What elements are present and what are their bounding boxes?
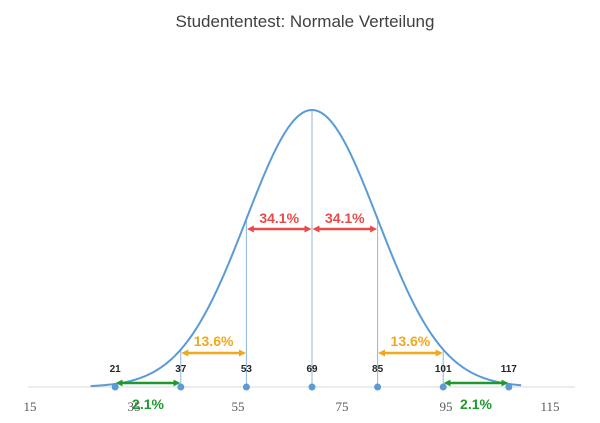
point-label: 37 xyxy=(175,364,187,375)
annotation-arrows: 34.1% 34.1% 13.6% 13.6% 2.1% 2.1% xyxy=(115,210,509,412)
x-tick-label: 95 xyxy=(440,399,453,414)
percent-label: 2.1% xyxy=(132,396,164,412)
point-label: 85 xyxy=(372,364,384,375)
percent-label: 13.6% xyxy=(194,333,234,349)
curve-layer xyxy=(90,109,522,388)
marker-point xyxy=(308,383,316,391)
distribution-curve xyxy=(90,109,522,388)
percent-label: 34.1% xyxy=(325,210,365,226)
chart-title: Studententest: Normale Verteilung xyxy=(176,12,435,31)
x-tick-labels: 15 35 55 75 95 115 xyxy=(24,399,560,414)
point-label: 21 xyxy=(110,364,122,375)
marker-point xyxy=(242,383,250,391)
point-label: 117 xyxy=(501,364,518,375)
marker-point xyxy=(439,383,447,391)
marker-point xyxy=(505,383,513,391)
percent-label: 34.1% xyxy=(259,210,299,226)
x-tick-label: 115 xyxy=(540,399,559,414)
x-tick-label: 15 xyxy=(24,399,37,414)
point-label: 101 xyxy=(435,364,452,375)
point-label: 69 xyxy=(306,364,318,375)
x-tick-label: 55 xyxy=(232,399,245,414)
marker-point xyxy=(177,383,185,391)
marker-point xyxy=(111,383,119,391)
marker-point xyxy=(374,383,382,391)
guide-lines xyxy=(180,110,444,387)
percent-label: 13.6% xyxy=(391,333,431,349)
marker-points: 21 37 53 69 85 101 117 xyxy=(110,364,518,391)
x-tick-label: 35 xyxy=(128,399,141,414)
x-tick-label: 75 xyxy=(336,399,349,414)
point-label: 53 xyxy=(241,364,253,375)
percent-label: 2.1% xyxy=(460,396,492,412)
